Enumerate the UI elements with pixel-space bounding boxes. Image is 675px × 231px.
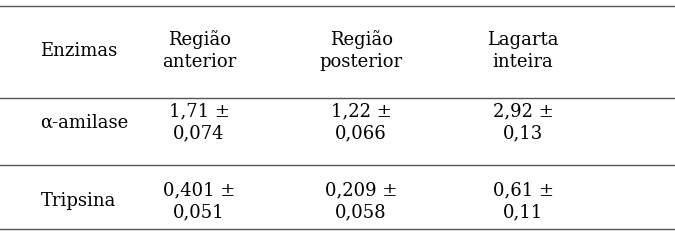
Text: Região
posterior: Região posterior (319, 30, 403, 71)
Text: α-amilase: α-amilase (40, 113, 129, 131)
Text: 0,209 ±
0,058: 0,209 ± 0,058 (325, 181, 398, 221)
Text: Região
anterior: Região anterior (162, 30, 236, 71)
Text: Lagarta
inteira: Lagarta inteira (487, 31, 559, 71)
Text: Tripsina: Tripsina (40, 192, 116, 210)
Text: 2,92 ±
0,13: 2,92 ± 0,13 (493, 102, 554, 143)
Text: 0,61 ±
0,11: 0,61 ± 0,11 (493, 181, 554, 221)
Text: 1,22 ±
0,066: 1,22 ± 0,066 (331, 102, 392, 143)
Text: 1,71 ±
0,074: 1,71 ± 0,074 (169, 102, 230, 143)
Text: Enzimas: Enzimas (40, 42, 117, 60)
Text: 0,401 ±
0,051: 0,401 ± 0,051 (163, 181, 236, 221)
